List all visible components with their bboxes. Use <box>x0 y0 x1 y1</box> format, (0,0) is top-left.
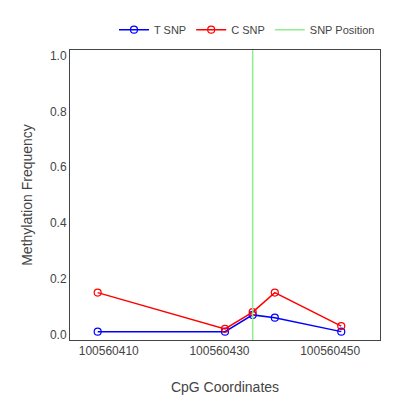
svg-text:0.0: 0.0 <box>50 328 67 342</box>
svg-text:CpG Coordinates: CpG Coordinates <box>171 379 279 395</box>
svg-text:0.6: 0.6 <box>50 160 67 174</box>
svg-text:0.8: 0.8 <box>50 105 67 119</box>
svg-text:1.0: 1.0 <box>50 49 67 63</box>
svg-text:100560450: 100560450 <box>300 344 360 358</box>
svg-text:Methylation Frequency: Methylation Frequency <box>19 124 35 266</box>
svg-text:SNP Position: SNP Position <box>310 24 375 36</box>
svg-text:0.2: 0.2 <box>50 272 67 286</box>
svg-text:100560410: 100560410 <box>79 344 139 358</box>
svg-text:C SNP: C SNP <box>231 24 265 36</box>
svg-text:0.4: 0.4 <box>50 216 67 230</box>
svg-text:100560430: 100560430 <box>189 344 249 358</box>
svg-text:T SNP: T SNP <box>154 24 186 36</box>
